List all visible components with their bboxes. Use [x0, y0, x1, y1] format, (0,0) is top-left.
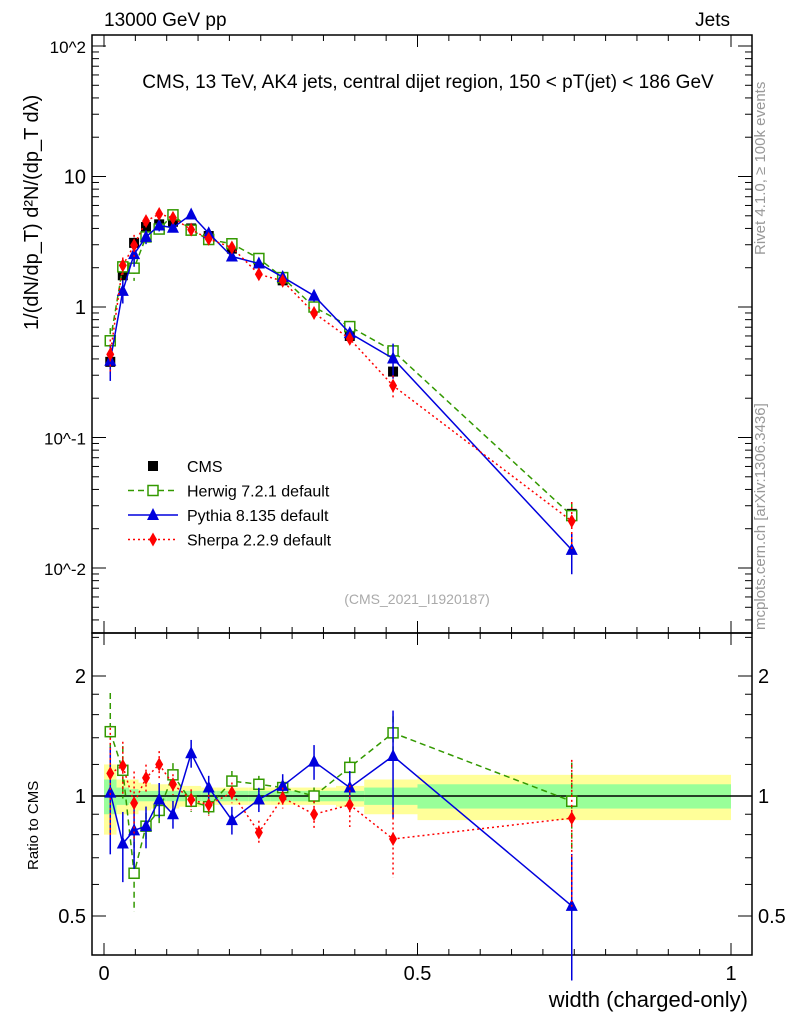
- diamond-marker: [254, 267, 263, 282]
- diamond-marker: [310, 305, 319, 320]
- diamond-marker: [106, 766, 115, 781]
- diamond-marker: [142, 214, 151, 229]
- triangle-marker: [225, 249, 238, 262]
- y-tick-label: 10^-2: [44, 560, 86, 579]
- diamond-marker: [118, 758, 127, 773]
- ratio-tick-label: 1: [758, 786, 769, 808]
- triangle-marker: [116, 836, 129, 849]
- diamond-marker: [389, 832, 398, 847]
- diamond-marker: [345, 331, 354, 346]
- x-tick-label: 0: [98, 963, 109, 985]
- diamond-marker: [155, 757, 164, 772]
- ratio-tick-label: 0.5: [758, 906, 786, 928]
- header-left: 13000 GeV pp: [104, 10, 227, 31]
- triangle-marker: [387, 748, 400, 761]
- diamond-marker: [278, 790, 287, 805]
- triangle-marker: [166, 807, 179, 820]
- series-line: [109, 213, 573, 517]
- diamond-marker: [187, 792, 196, 807]
- y-tick-label: 10: [64, 167, 86, 189]
- square-marker: [117, 270, 128, 281]
- legend-label: CMS: [187, 459, 223, 476]
- triangle-marker: [104, 785, 117, 798]
- x-tick-label: 1: [725, 963, 736, 985]
- ratio-tick-label: 2: [75, 666, 86, 688]
- triangle-marker: [387, 351, 400, 364]
- square-marker: [104, 725, 117, 738]
- diamond-marker: [106, 347, 115, 362]
- square-marker: [148, 461, 158, 471]
- diamond-marker: [345, 797, 354, 812]
- square-marker: [147, 484, 159, 497]
- triangle-marker: [252, 792, 265, 805]
- ratio-y-label: Ratio to CMS: [25, 781, 42, 870]
- ratio-tick-label: 0.5: [58, 906, 86, 928]
- square-marker: [344, 761, 356, 774]
- diamond-marker: [187, 222, 196, 237]
- analysis-label: (CMS_2021_I1920187): [344, 591, 490, 607]
- diamond-marker: [149, 532, 157, 547]
- triangle-marker: [308, 754, 321, 767]
- ratio-frame: [91, 632, 753, 956]
- diamond-marker: [254, 825, 263, 840]
- triangle-marker: [276, 778, 289, 791]
- triangle-marker: [166, 220, 179, 233]
- triangle-marker: [140, 229, 153, 242]
- diamond-marker: [168, 210, 177, 225]
- diamond-marker: [204, 231, 213, 246]
- triangle-marker: [140, 819, 153, 832]
- diamond-marker: [567, 811, 576, 826]
- triangle-marker: [128, 247, 141, 260]
- triangle-marker: [128, 823, 141, 836]
- triangle-marker: [308, 288, 321, 301]
- square-marker: [308, 790, 320, 802]
- series-pythia: [104, 207, 578, 981]
- chart-title: CMS, 13 TeV, AK4 jets, central dijet reg…: [142, 72, 714, 93]
- y-axis-label: 1/(dN/dp_T) d²N/(dp_T dλ): [21, 95, 43, 330]
- y-tick-label: 1: [75, 297, 86, 319]
- header-right: Jets: [695, 10, 730, 31]
- triangle-marker: [225, 813, 238, 826]
- ratio-tick-label: 1: [75, 786, 86, 808]
- diamond-marker: [278, 273, 287, 288]
- diamond-marker: [130, 796, 139, 811]
- triangle-marker: [116, 283, 129, 296]
- diamond-marker: [204, 797, 213, 812]
- diamond-marker: [155, 206, 164, 221]
- x-tick-label: 0.5: [404, 963, 432, 985]
- legend: CMS Herwig 7.2.1 default Pythia 8.135 defa…: [128, 459, 332, 550]
- diamond-marker: [567, 514, 576, 529]
- diamond-marker: [118, 258, 127, 273]
- x-axis-label: width (charged-only): [548, 987, 748, 1012]
- triangle-marker: [185, 207, 198, 220]
- diamond-marker: [310, 807, 319, 822]
- legend-label: Pythia 8.135 default: [187, 508, 329, 525]
- legend-label: Herwig 7.2.1 default: [187, 484, 330, 501]
- diamond-marker: [168, 777, 177, 792]
- square-marker: [128, 867, 140, 880]
- ratio-tick-label: 2: [758, 666, 769, 688]
- diamond-marker: [142, 770, 151, 785]
- triangle-marker: [147, 508, 159, 520]
- y-tick-label: 10^-1: [44, 430, 86, 449]
- series-line: [109, 213, 573, 551]
- triangle-marker: [202, 780, 215, 793]
- series-sherpa: [106, 206, 576, 907]
- legend-label: Sherpa 2.2.9 default: [187, 533, 332, 550]
- mcplots-label: mcplots.cern.ch [arXiv:1306.3436]: [752, 403, 769, 630]
- triangle-marker: [252, 256, 265, 269]
- triangle-marker: [153, 792, 166, 805]
- rivet-label: Rivet 4.1.0, ≥ 100k events: [752, 82, 769, 255]
- diamond-marker: [227, 785, 236, 800]
- square-marker: [226, 775, 238, 787]
- triangle-marker: [185, 746, 198, 759]
- diamond-marker: [130, 238, 139, 253]
- triangle-marker: [153, 218, 166, 231]
- y-tick-label: 10^2: [50, 38, 86, 57]
- diamond-marker: [227, 240, 236, 255]
- diamond-marker: [389, 378, 398, 393]
